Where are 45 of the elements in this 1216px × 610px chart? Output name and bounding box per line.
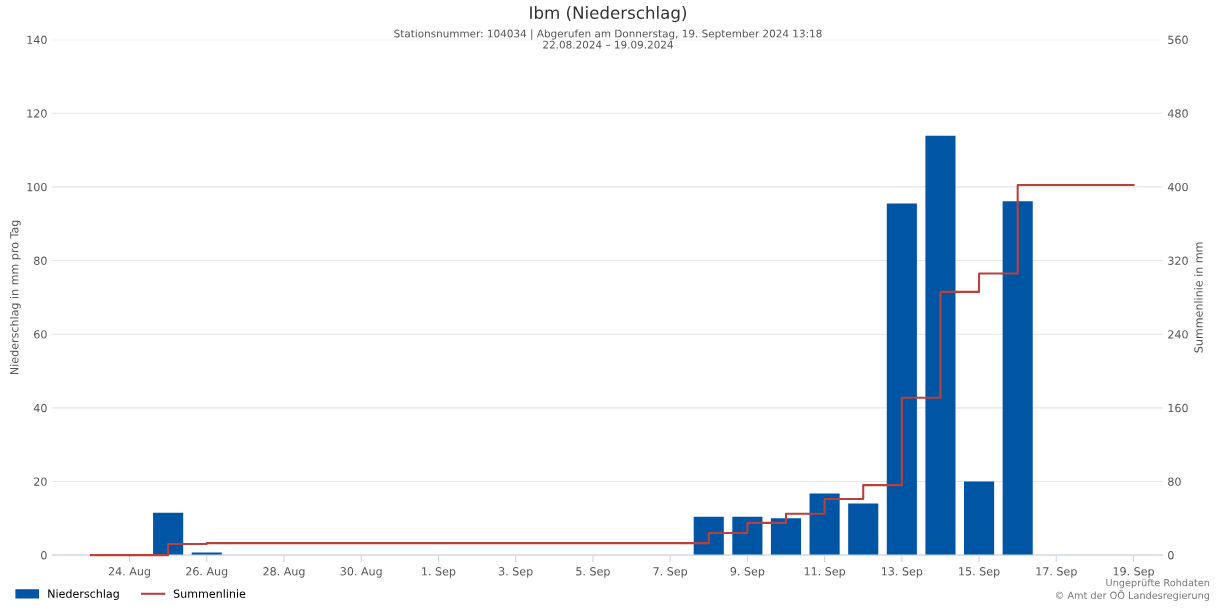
bar — [848, 503, 879, 556]
x-tick-label: 7. Sep — [653, 567, 688, 578]
legend-label: Niederschlag — [48, 589, 119, 600]
x-tick-label: 28. Aug — [263, 567, 305, 578]
y-tick-label: 100 — [27, 182, 47, 192]
x-tick-label: 5. Sep — [576, 567, 610, 578]
y2-tick-label: 480 — [1167, 109, 1188, 118]
y2-tick-label: 240 — [1168, 330, 1188, 339]
bar — [809, 493, 840, 556]
x-tick-label: 3. Sep — [498, 567, 533, 578]
y2-tick-label: 160 — [1168, 403, 1188, 413]
y-tick-label: 0 — [41, 551, 47, 560]
y-tick-label: 40 — [33, 403, 47, 413]
bar — [886, 203, 917, 556]
bar — [925, 135, 956, 556]
x-tick-label: 11. Sep — [804, 567, 846, 578]
x-tick-label: 17. Sep — [1036, 567, 1077, 578]
legend-label: Summenlinie — [173, 589, 246, 598]
x-tick-label: 24. Aug — [108, 567, 150, 578]
x-tick-label: 1. Sep — [422, 567, 456, 578]
y-tick-label: 60 — [34, 330, 47, 339]
chart-subtitle: Stationsnummer: 104034 | Abgerufen am Donnerstag, 19. September 2024 13:18 22.08.2024 – 19.09.2024 — [394, 29, 822, 49]
x-tick-label: 13. Sep — [881, 567, 923, 578]
text: Ungeprüfte Rohdaten © Amt der OÖ Landesregierung — [1055, 578, 1210, 601]
bar — [964, 481, 995, 556]
bar — [153, 512, 184, 556]
y2-tick-label: 560 — [1168, 35, 1188, 45]
y-tick-label: 20 — [34, 477, 47, 486]
y-tick-label: 140 — [27, 35, 47, 45]
x-tick-label: 26. Aug — [186, 567, 228, 578]
x-tick-label: 9. Sep — [730, 567, 765, 578]
bar — [1002, 201, 1033, 556]
y2-tick-label: 80 — [1168, 477, 1181, 486]
x-tick-label: 19. Sep — [1113, 567, 1154, 578]
y2-tick-label: 0 — [1168, 551, 1174, 560]
bar — [770, 518, 802, 556]
x-tick-label: 30. Aug — [340, 567, 382, 578]
y2-tick-label: 320 — [1168, 256, 1188, 265]
y-axis-title: Niederschlag in mm pro Tag — [9, 220, 21, 375]
y-tick-label: 80 — [34, 256, 47, 265]
y2-tick-label: 400 — [1167, 182, 1188, 192]
x-tick-label: 15. Sep — [959, 567, 1000, 578]
chart-title: Ibm (Niederschlag) — [530, 6, 687, 23]
y2-axis-title: Summenlinie in mm — [1194, 242, 1203, 353]
y-tick-label: 120 — [27, 109, 47, 118]
